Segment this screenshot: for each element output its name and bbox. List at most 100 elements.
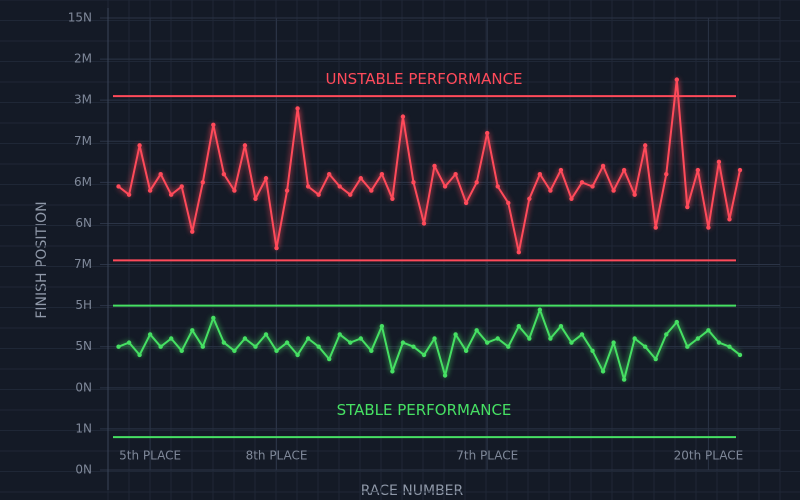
point [506, 344, 511, 349]
point [295, 352, 300, 358]
point [737, 167, 743, 173]
point [137, 352, 142, 358]
point [558, 323, 564, 329]
point [432, 336, 437, 341]
point [305, 184, 311, 189]
point [232, 188, 237, 193]
point [327, 171, 332, 177]
point [284, 340, 290, 345]
point [674, 77, 679, 82]
point [305, 336, 311, 341]
point [579, 180, 585, 185]
point [358, 336, 363, 341]
point [664, 171, 669, 177]
point [169, 192, 174, 197]
x-tick-label: 5th PLACE [119, 449, 181, 463]
point [295, 106, 300, 111]
point [242, 336, 248, 341]
point [442, 184, 448, 189]
point [685, 344, 690, 349]
point [653, 225, 658, 230]
point [169, 336, 174, 341]
point [390, 196, 395, 201]
y-tick-label: 2M [74, 52, 92, 66]
point [400, 340, 406, 345]
point [158, 171, 163, 177]
point [369, 188, 374, 193]
point [569, 196, 574, 201]
point [611, 340, 616, 345]
point [664, 332, 669, 337]
point [579, 332, 585, 337]
point [600, 369, 606, 374]
y-axis-label: FINISH POSITION [34, 201, 50, 318]
point [463, 348, 469, 354]
point [337, 184, 342, 189]
point [137, 143, 142, 148]
point [411, 344, 416, 349]
x-axis-label: RACE NUMBER [361, 483, 464, 499]
point [632, 192, 637, 197]
point [211, 122, 216, 128]
point [253, 196, 258, 201]
point [727, 217, 732, 222]
point [242, 143, 248, 148]
y-tick-label: 0N [75, 463, 92, 477]
y-tick-label: 5N [75, 339, 92, 353]
point [632, 336, 637, 341]
point [674, 319, 679, 325]
point [611, 188, 616, 193]
point [516, 250, 521, 255]
point [495, 184, 500, 189]
point [411, 180, 416, 185]
point [179, 184, 184, 189]
y-tick-label: 6N [75, 216, 92, 230]
point [200, 344, 205, 349]
point [232, 348, 237, 354]
point [211, 315, 216, 321]
point [621, 377, 627, 382]
point [116, 184, 121, 189]
x-tick-label: 8th PLACE [246, 449, 308, 463]
y-tick-label: 7M [74, 257, 92, 271]
point [653, 356, 658, 362]
point [516, 323, 521, 329]
series-line [118, 308, 741, 381]
annotation: STABLE PERFORMANCE [337, 401, 512, 419]
point [453, 332, 458, 337]
point [695, 167, 701, 173]
point [421, 221, 427, 226]
point [190, 229, 195, 234]
point [221, 340, 227, 345]
point [716, 159, 722, 165]
y-tick-label: 5H [75, 298, 92, 312]
point [274, 245, 279, 251]
point [716, 340, 722, 345]
point [474, 180, 479, 185]
point [200, 180, 205, 185]
point [442, 373, 448, 378]
point [737, 352, 743, 358]
point [600, 163, 606, 169]
x-tick-label: 20th PLACE [674, 449, 744, 463]
point [158, 344, 163, 349]
point [537, 307, 543, 312]
y-tick-label: 15N [68, 11, 92, 25]
point [590, 184, 595, 189]
point [116, 344, 121, 349]
point [421, 352, 427, 358]
annotation: UNSTABLE PERFORMANCE [325, 70, 522, 88]
point [432, 163, 437, 169]
point [548, 188, 553, 193]
point [358, 176, 363, 181]
point [274, 348, 279, 354]
point [126, 192, 132, 197]
y-tick-label: 1N [75, 421, 92, 435]
y-tick-label: 7M [74, 134, 92, 148]
point [548, 336, 553, 341]
point [263, 332, 269, 337]
point [379, 323, 385, 329]
point [485, 130, 490, 136]
